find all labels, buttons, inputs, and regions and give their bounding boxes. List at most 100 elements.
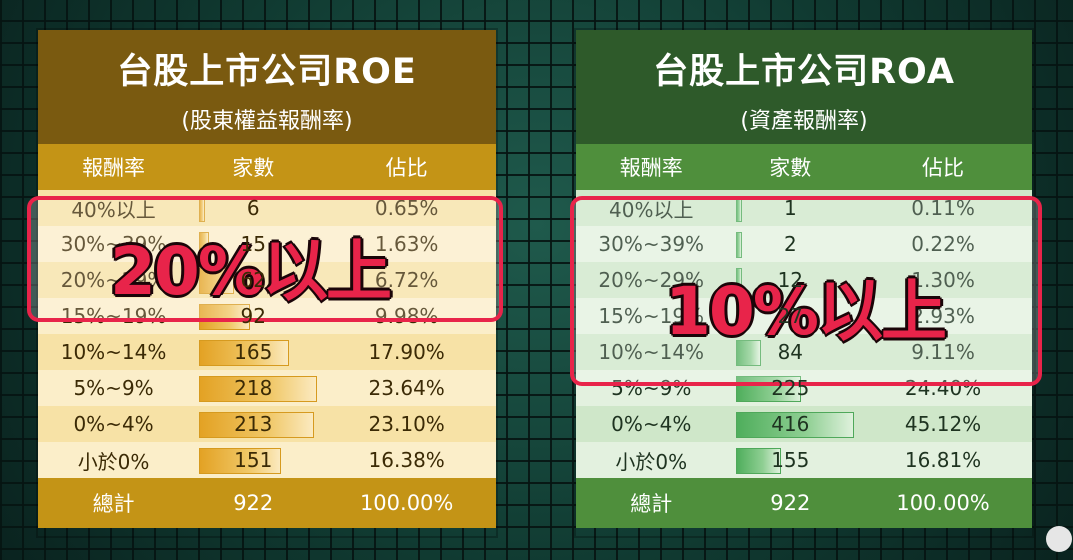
share-cell: 1.63%	[374, 232, 439, 256]
table-row: 10%~14% 84 9.11%	[576, 334, 1032, 370]
rate-cell: 40%以上	[609, 197, 694, 222]
count-bar	[199, 340, 290, 366]
share-cell: 9.11%	[911, 340, 975, 364]
share-cell: 9.98%	[374, 304, 439, 328]
rate-cell: 30%~39%	[598, 232, 705, 256]
total-count: 922	[233, 491, 274, 515]
roe-column-headers: 報酬率 家數 佔比	[38, 144, 496, 190]
roe-subtitle: (股東權益報酬率)	[181, 109, 353, 134]
count-cell: 165	[189, 334, 317, 370]
rate-cell: 20%~29%	[60, 268, 167, 292]
table-row: 小於0% 155 16.81%	[576, 442, 1032, 478]
rate-cell: 10%~14%	[60, 340, 167, 364]
count-bar	[736, 304, 747, 330]
count-bar	[199, 448, 282, 474]
share-cell: 0.65%	[374, 196, 439, 220]
rate-cell: 5%~9%	[73, 376, 154, 400]
roa-panel: 台股上市公司ROA (資產報酬率) 報酬率 家數 佔比 40%以上 1 0.11…	[576, 30, 1032, 536]
count-cell: 62	[189, 262, 317, 298]
rate-cell: 10%~14%	[598, 340, 705, 364]
table-row: 20%~29% 12 1.30%	[576, 262, 1032, 298]
roe-highlight-box	[27, 196, 503, 322]
share-cell: 17.90%	[368, 340, 445, 364]
table-row: 15%~19% 92 9.98%	[38, 298, 496, 334]
count-cell: 225	[726, 370, 854, 406]
table-row: 20%~29% 62 6.72%	[38, 262, 496, 298]
roa-highlight-box	[570, 196, 1042, 386]
roa-header: 台股上市公司ROA (資產報酬率)	[576, 30, 1032, 144]
roa-overlay-label: 10%以上	[664, 272, 949, 352]
share-cell: 45.12%	[904, 412, 982, 436]
total-share: 100.00%	[359, 491, 454, 515]
table-row: 30%~39% 2 0.22%	[576, 226, 1032, 262]
roe-panel: 台股上市公司ROE (股東權益報酬率) 報酬率 家數 佔比 40%以上 6 0.…	[38, 30, 496, 536]
col-header-share: 佔比	[922, 156, 965, 180]
share-cell: 23.64%	[368, 376, 445, 400]
roe-title: 台股上市公司ROE	[117, 52, 417, 92]
share-cell: 23.10%	[368, 412, 445, 436]
rate-cell: 30%~39%	[60, 232, 167, 256]
roa-rows: 40%以上 1 0.11% 30%~39% 2 0.22% 20%~29% 12…	[576, 190, 1032, 478]
table-row: 小於0% 151 16.38%	[38, 442, 496, 478]
count-bar	[199, 376, 318, 402]
count-cell: 213	[189, 406, 317, 442]
rate-cell: 0%~4%	[73, 412, 154, 436]
col-header-rate: 報酬率	[619, 156, 683, 180]
count-cell: 155	[726, 442, 854, 478]
count-bar	[736, 340, 762, 366]
count-cell: 92	[189, 298, 317, 334]
rate-cell: 20%~29%	[598, 268, 705, 292]
table-row: 30%~39% 15 1.63%	[38, 226, 496, 262]
count-bar	[199, 268, 235, 294]
roe-total-row: 總計 922 100.00%	[38, 478, 496, 528]
rate-cell: 0%~4%	[611, 412, 692, 436]
rate-cell: 小於0%	[615, 449, 688, 474]
corner-indicator-dot	[1046, 526, 1072, 552]
share-cell: 24.40%	[904, 376, 982, 400]
roa-column-headers: 報酬率 家數 佔比	[576, 144, 1032, 190]
table-row: 0%~4% 416 45.12%	[576, 406, 1032, 442]
share-cell: 6.72%	[374, 268, 439, 292]
roe-rows: 40%以上 6 0.65% 30%~39% 15 1.63% 20%~29% 6…	[38, 190, 496, 478]
share-cell: 16.38%	[368, 448, 445, 472]
count-cell: 12	[726, 262, 854, 298]
roa-subtitle: (資產報酬率)	[740, 109, 868, 134]
count-cell: 15	[189, 226, 317, 262]
count-bar	[736, 268, 743, 294]
col-header-rate: 報酬率	[82, 156, 146, 180]
table-row: 5%~9% 218 23.64%	[38, 370, 496, 406]
total-label: 總計	[92, 492, 135, 516]
share-cell: 2.93%	[911, 304, 975, 328]
count-cell: 218	[189, 370, 318, 406]
roa-title: 台股上市公司ROA	[653, 52, 955, 92]
roe-header: 台股上市公司ROE (股東權益報酬率)	[38, 30, 496, 144]
count-bar	[736, 448, 782, 474]
share-cell: 16.81%	[904, 448, 982, 472]
share-cell: 0.11%	[911, 196, 975, 220]
count-cell: 27	[726, 298, 854, 334]
count-cell: 416	[726, 406, 855, 442]
total-share: 100.00%	[896, 491, 990, 515]
count-bar	[736, 412, 855, 438]
share-cell: 0.22%	[911, 232, 975, 256]
rate-cell: 40%以上	[71, 197, 156, 222]
rate-cell: 15%~19%	[598, 304, 705, 328]
count-bar	[199, 304, 251, 330]
count-cell: 151	[189, 442, 317, 478]
col-header-share: 佔比	[385, 156, 428, 180]
table-row: 15%~19% 27 2.93%	[576, 298, 1032, 334]
table-row: 5%~9% 225 24.40%	[576, 370, 1032, 406]
count-bar	[736, 232, 743, 258]
share-cell: 1.30%	[911, 268, 975, 292]
col-header-count: 家數	[769, 156, 812, 180]
rate-cell: 15%~19%	[60, 304, 167, 328]
roa-total-row: 總計 922 100.00%	[576, 478, 1032, 528]
total-label: 總計	[630, 492, 673, 516]
count-cell: 2	[726, 226, 854, 262]
table-row: 10%~14% 165 17.90%	[38, 334, 496, 370]
roe-overlay-label: 20%以上	[109, 232, 394, 312]
col-header-count: 家數	[232, 156, 275, 180]
total-count: 922	[770, 491, 811, 515]
rate-cell: 小於0%	[77, 449, 150, 474]
table-row: 0%~4% 213 23.10%	[38, 406, 496, 442]
